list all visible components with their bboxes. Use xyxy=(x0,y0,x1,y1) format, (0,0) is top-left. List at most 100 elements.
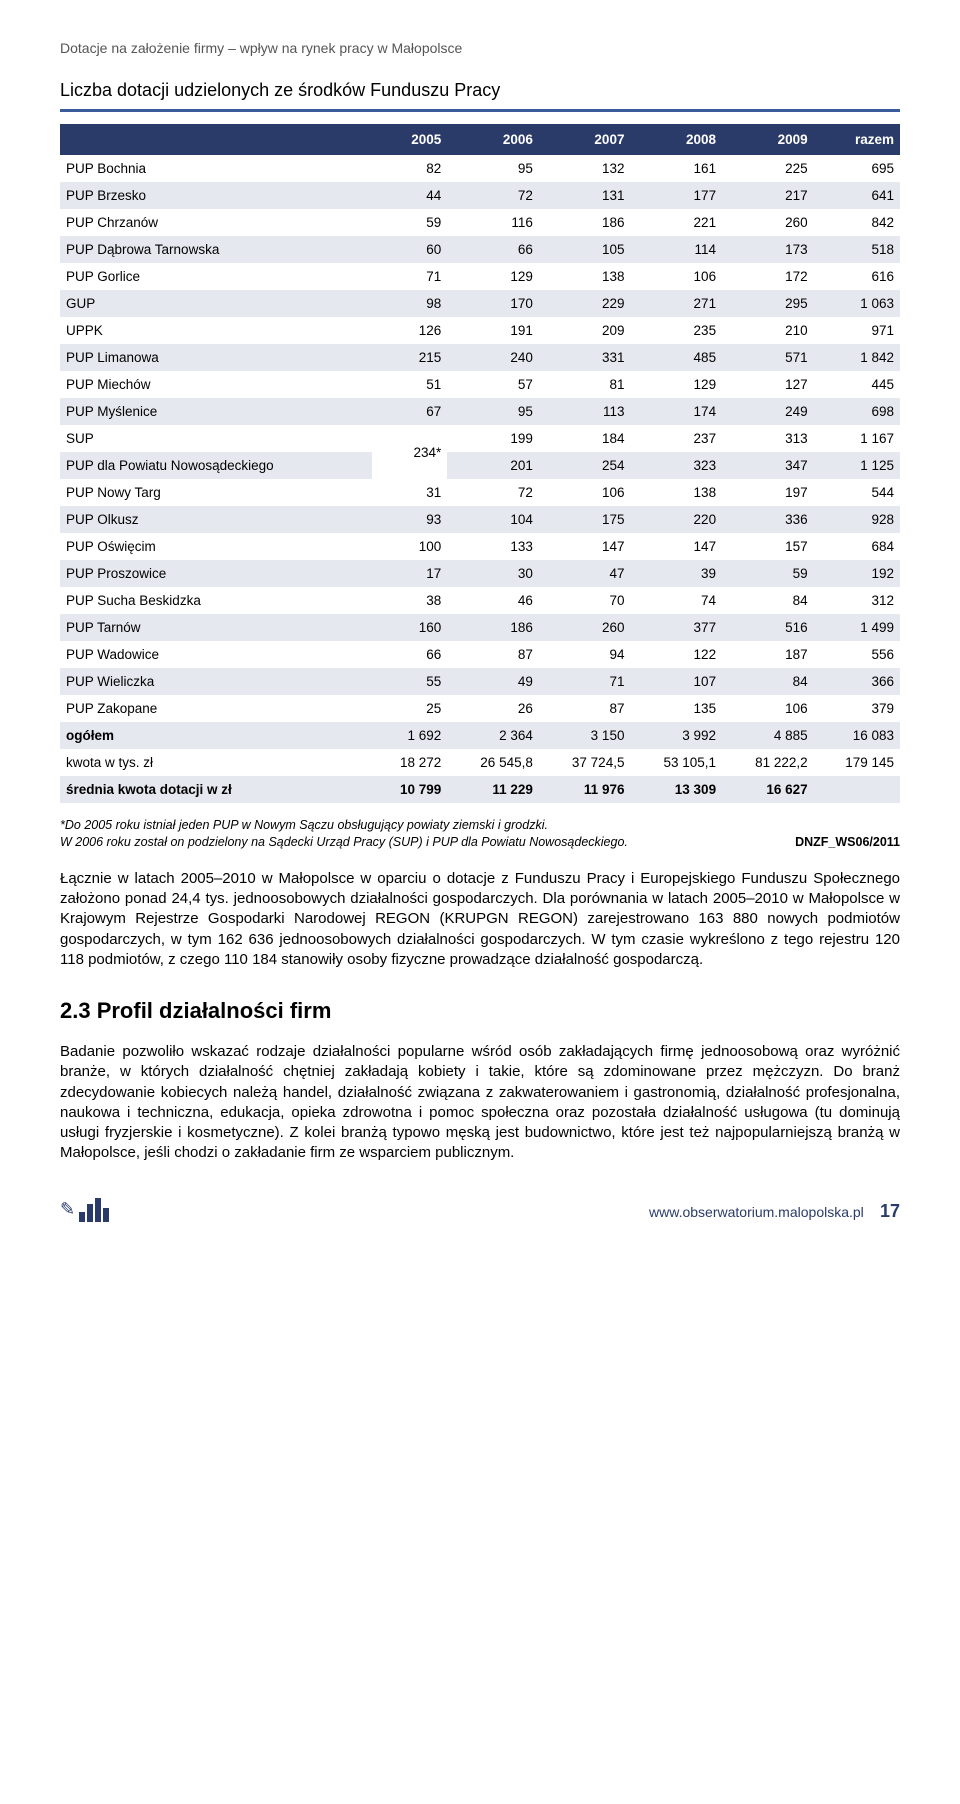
cell: 126 xyxy=(372,317,448,344)
cell: 240 xyxy=(447,344,539,371)
cell: 347 xyxy=(722,452,814,479)
cell: 220 xyxy=(630,506,722,533)
table-row: PUP Tarnów1601862603775161 499 xyxy=(60,614,900,641)
row-label: PUP Dąbrowa Tarnowska xyxy=(60,236,372,263)
cell: 114 xyxy=(630,236,722,263)
cell: 31 xyxy=(372,479,448,506)
hand-icon: ✎ xyxy=(60,1199,75,1220)
cell: 234* xyxy=(372,425,448,479)
cell: 3 992 xyxy=(630,722,722,749)
cell: 254 xyxy=(539,452,631,479)
cell: 94 xyxy=(539,641,631,668)
cell: 928 xyxy=(814,506,900,533)
row-label: średnia kwota dotacji w zł xyxy=(60,776,372,803)
table-row: średnia kwota dotacji w zł10 79911 22911… xyxy=(60,776,900,803)
table-row: PUP Zakopane252687135106379 xyxy=(60,695,900,722)
cell: 57 xyxy=(447,371,539,398)
cell: 1 063 xyxy=(814,290,900,317)
cell: 210 xyxy=(722,317,814,344)
table-row: PUP dla Powiatu Nowosądeckiego2012543233… xyxy=(60,452,900,479)
row-label: GUP xyxy=(60,290,372,317)
row-label: PUP dla Powiatu Nowosądeckiego xyxy=(60,452,372,479)
cell: 106 xyxy=(630,263,722,290)
row-label: UPPK xyxy=(60,317,372,344)
cell: 1 167 xyxy=(814,425,900,452)
row-label: PUP Wieliczka xyxy=(60,668,372,695)
cell: 695 xyxy=(814,155,900,182)
cell: 39 xyxy=(630,560,722,587)
cell: 132 xyxy=(539,155,631,182)
table-row: PUP Oświęcim100133147147157684 xyxy=(60,533,900,560)
table-row: PUP Chrzanów59116186221260842 xyxy=(60,209,900,236)
cell: 70 xyxy=(539,587,631,614)
cell: 84 xyxy=(722,587,814,614)
row-label: PUP Oświęcim xyxy=(60,533,372,560)
table-row: PUP Limanowa2152403314855711 842 xyxy=(60,344,900,371)
cell: 556 xyxy=(814,641,900,668)
cell: 67 xyxy=(372,398,448,425)
cell: 105 xyxy=(539,236,631,263)
cell: 161 xyxy=(630,155,722,182)
cell: 1 125 xyxy=(814,452,900,479)
row-label: PUP Sucha Beskidzka xyxy=(60,587,372,614)
cell: 53 105,1 xyxy=(630,749,722,776)
paragraph-2: Badanie pozwoliło wskazać rodzaje działa… xyxy=(60,1042,900,1164)
footnote-line1: *Do 2005 roku istniał jeden PUP w Nowym … xyxy=(60,818,548,832)
cell: 13 309 xyxy=(630,776,722,803)
cell: 295 xyxy=(722,290,814,317)
row-label: SUP xyxy=(60,425,372,452)
footer-logo: ✎ xyxy=(60,1198,109,1222)
cell: 684 xyxy=(814,533,900,560)
cell: 26 xyxy=(447,695,539,722)
row-label: PUP Miechów xyxy=(60,371,372,398)
row-label: PUP Nowy Targ xyxy=(60,479,372,506)
table-row: PUP Sucha Beskidzka3846707484312 xyxy=(60,587,900,614)
cell: 217 xyxy=(722,182,814,209)
cell: 201 xyxy=(447,452,539,479)
cell: 81 222,2 xyxy=(722,749,814,776)
cell: 173 xyxy=(722,236,814,263)
table-row: ogółem1 6922 3643 1503 9924 88516 083 xyxy=(60,722,900,749)
cell: 37 724,5 xyxy=(539,749,631,776)
table-footnote: *Do 2005 roku istniał jeden PUP w Nowym … xyxy=(60,817,900,851)
row-label: PUP Wadowice xyxy=(60,641,372,668)
row-label: ogółem xyxy=(60,722,372,749)
cell: 100 xyxy=(372,533,448,560)
cell: 366 xyxy=(814,668,900,695)
table-row: PUP Dąbrowa Tarnowska6066105114173518 xyxy=(60,236,900,263)
cell: 186 xyxy=(539,209,631,236)
table-col-header: 2008 xyxy=(630,124,722,155)
cell: 71 xyxy=(539,668,631,695)
cell: 249 xyxy=(722,398,814,425)
cell: 641 xyxy=(814,182,900,209)
cell: 10 799 xyxy=(372,776,448,803)
cell: 174 xyxy=(630,398,722,425)
title-rule xyxy=(60,109,900,112)
table-row: PUP Nowy Targ3172106138197544 xyxy=(60,479,900,506)
page-number: 17 xyxy=(880,1201,900,1221)
cell: 445 xyxy=(814,371,900,398)
table-row: PUP Proszowice1730473959192 xyxy=(60,560,900,587)
cell: 87 xyxy=(539,695,631,722)
table-row: PUP Wadowice668794122187556 xyxy=(60,641,900,668)
cell: 18 272 xyxy=(372,749,448,776)
cell: 106 xyxy=(722,695,814,722)
table-col-header: 2009 xyxy=(722,124,814,155)
cell: 16 627 xyxy=(722,776,814,803)
cell: 209 xyxy=(539,317,631,344)
cell: 82 xyxy=(372,155,448,182)
paragraph-1: Łącznie w latach 2005–2010 w Małopolsce … xyxy=(60,869,900,970)
cell: 129 xyxy=(447,263,539,290)
cell: 1 842 xyxy=(814,344,900,371)
cell: 237 xyxy=(630,425,722,452)
cell: 122 xyxy=(630,641,722,668)
cell: 336 xyxy=(722,506,814,533)
cell: 485 xyxy=(630,344,722,371)
cell: 3 150 xyxy=(539,722,631,749)
cell: 138 xyxy=(539,263,631,290)
cell: 312 xyxy=(814,587,900,614)
cell: 131 xyxy=(539,182,631,209)
table-row: UPPK126191209235210971 xyxy=(60,317,900,344)
table-row: SUP234*1991842373131 167 xyxy=(60,425,900,452)
row-label: PUP Chrzanów xyxy=(60,209,372,236)
